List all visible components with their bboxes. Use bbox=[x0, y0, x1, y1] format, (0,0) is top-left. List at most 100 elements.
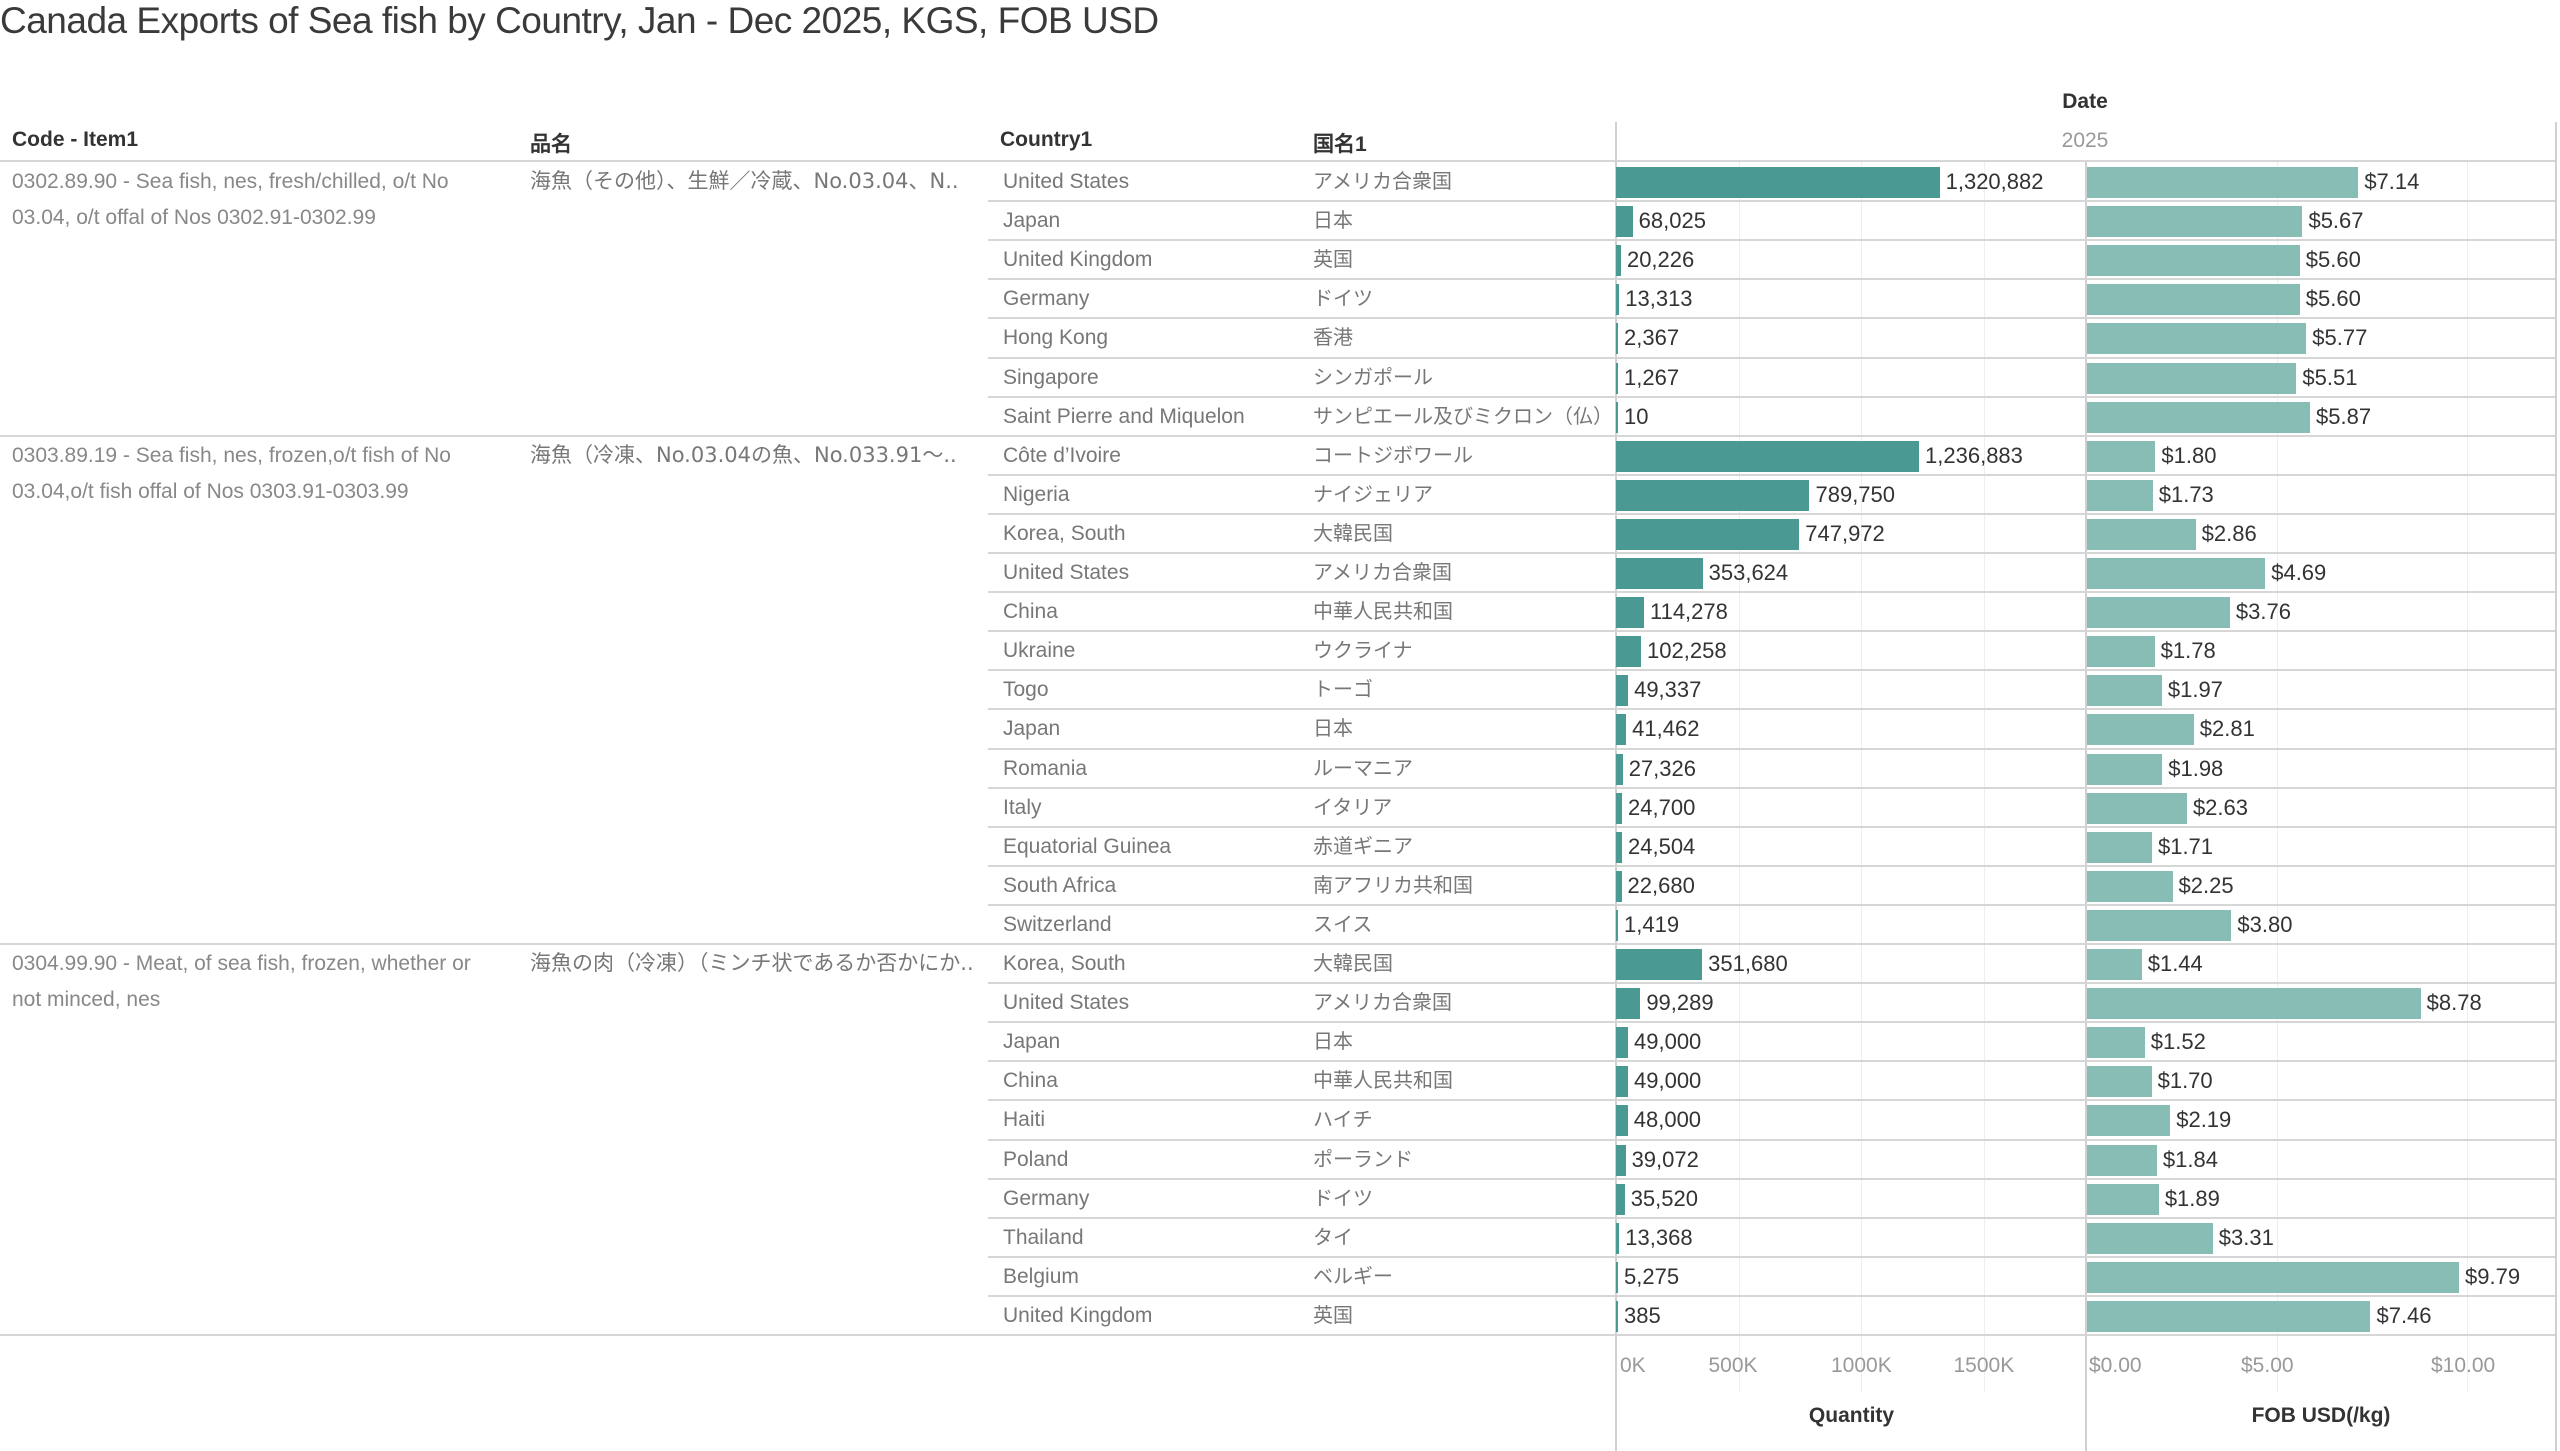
quantity-bar[interactable] bbox=[1616, 831, 1622, 863]
quantity-bar[interactable] bbox=[1616, 558, 1703, 589]
quantity-bar[interactable] bbox=[1616, 988, 1641, 1020]
fob-bar[interactable] bbox=[2087, 401, 2311, 433]
fob-bar[interactable] bbox=[2087, 1300, 2371, 1332]
chart-title: Canada Exports of Sea fish by Country, J… bbox=[0, 0, 1159, 41]
jp-country-column-header[interactable]: 国名1 bbox=[1313, 133, 1367, 156]
fob-bar[interactable] bbox=[2087, 949, 2142, 980]
quantity-bar[interactable] bbox=[1616, 636, 1642, 668]
quantity-bar[interactable] bbox=[1616, 518, 1800, 550]
fob-value-label: $5.87 bbox=[2316, 403, 2372, 429]
country-jp-name: 日本 bbox=[1313, 716, 1353, 741]
quantity-value-label: 49,337 bbox=[1634, 677, 1702, 703]
quantity-bar[interactable] bbox=[1616, 949, 1703, 980]
country-name: Poland bbox=[1003, 1147, 1069, 1171]
fob-bar[interactable] bbox=[2087, 714, 2194, 746]
fob-bar[interactable] bbox=[2087, 1066, 2152, 1098]
fob-bar[interactable] bbox=[2087, 1261, 2460, 1293]
quantity-bar[interactable] bbox=[1616, 1183, 1625, 1215]
fob-bar[interactable] bbox=[2087, 167, 2359, 198]
fob-bar[interactable] bbox=[2087, 753, 2163, 785]
fob-bar[interactable] bbox=[2087, 479, 2153, 511]
fob-bar[interactable] bbox=[2087, 206, 2303, 238]
row-divider bbox=[988, 786, 2555, 789]
quantity-bar[interactable] bbox=[1616, 362, 1618, 394]
quantity-bar[interactable] bbox=[1616, 792, 1623, 824]
jp-item-column-header[interactable]: 品名 bbox=[530, 133, 572, 156]
quantity-bar[interactable] bbox=[1616, 245, 1621, 277]
fob-bar[interactable] bbox=[2087, 909, 2232, 941]
country-name: Korea, South bbox=[1003, 952, 1126, 975]
quantity-bar[interactable] bbox=[1616, 675, 1629, 707]
fob-value-label: $1.71 bbox=[2157, 833, 2214, 859]
country-column-header[interactable]: Country1 bbox=[1000, 128, 1093, 151]
group-divider bbox=[0, 434, 2555, 437]
quantity-bar[interactable] bbox=[1616, 753, 1623, 785]
fob-bar[interactable] bbox=[2087, 831, 2152, 863]
quantity-bar[interactable] bbox=[1616, 323, 1618, 355]
quantity-bar[interactable] bbox=[1616, 401, 1618, 433]
row-divider bbox=[988, 200, 2555, 203]
quantity-bar[interactable] bbox=[1616, 1261, 1618, 1293]
country-jp-name: ハイチ bbox=[1313, 1107, 1373, 1132]
quantity-value-label: 10 bbox=[1624, 403, 1649, 429]
quantity-bar[interactable] bbox=[1616, 1066, 1628, 1098]
country-jp-name: ポーランド bbox=[1313, 1146, 1413, 1171]
fob-bar[interactable] bbox=[2087, 597, 2230, 629]
fob-bar[interactable] bbox=[2087, 1027, 2145, 1059]
fob-bar[interactable] bbox=[2087, 1183, 2159, 1215]
quantity-value-label: 747,972 bbox=[1805, 520, 1885, 546]
country-name: Côte d’Ivoire bbox=[1003, 443, 1121, 467]
fob-value-label: $3.31 bbox=[2218, 1224, 2274, 1250]
fob-bar[interactable] bbox=[2087, 988, 2421, 1020]
quantity-axis-tick-label: 500K bbox=[1708, 1354, 1758, 1377]
row-divider bbox=[988, 317, 2555, 320]
quantity-value-label: 1,419 bbox=[1624, 911, 1680, 937]
fob-value-label: $3.76 bbox=[2235, 599, 2291, 625]
fob-axis-tick-label: $10.00 bbox=[2431, 1354, 2496, 1377]
fob-bar[interactable] bbox=[2087, 675, 2162, 707]
quantity-bar[interactable] bbox=[1616, 440, 1920, 472]
quantity-bar[interactable] bbox=[1616, 206, 1633, 238]
country-name: Nigeria bbox=[1003, 482, 1070, 506]
row-divider bbox=[988, 1138, 2555, 1141]
quantity-value-label: 27,326 bbox=[1628, 755, 1696, 781]
quantity-bar[interactable] bbox=[1616, 1300, 1618, 1332]
fob-bar[interactable] bbox=[2087, 1105, 2171, 1137]
country-jp-name: 英国 bbox=[1313, 1302, 1353, 1327]
quantity-value-label: 385 bbox=[1624, 1302, 1661, 1328]
quantity-bar[interactable] bbox=[1616, 1222, 1620, 1254]
item-jp-name: 海魚（その他）、生鮮／冷蔵、No.03.04、N.. bbox=[530, 169, 959, 193]
fob-bar[interactable] bbox=[2087, 1222, 2213, 1254]
quantity-bar[interactable] bbox=[1616, 1027, 1628, 1059]
quantity-bar[interactable] bbox=[1616, 597, 1644, 629]
fob-bar[interactable] bbox=[2087, 440, 2156, 472]
country-name: Thailand bbox=[1003, 1225, 1084, 1249]
fob-bar[interactable] bbox=[2087, 1144, 2157, 1176]
fob-bar[interactable] bbox=[2087, 870, 2173, 902]
quantity-bar[interactable] bbox=[1616, 1105, 1628, 1137]
row-divider bbox=[988, 512, 2555, 515]
code-item-column-header[interactable]: Code - Item1 bbox=[12, 128, 139, 151]
quantity-bar[interactable] bbox=[1616, 479, 1810, 511]
fob-bar[interactable] bbox=[2087, 636, 2155, 668]
fob-bar[interactable] bbox=[2087, 362, 2297, 394]
quantity-bar[interactable] bbox=[1616, 1144, 1626, 1176]
quantity-value-label: 114,278 bbox=[1649, 599, 1728, 625]
quantity-bar[interactable] bbox=[1616, 167, 1940, 198]
fob-bar[interactable] bbox=[2087, 558, 2266, 589]
fob-bar[interactable] bbox=[2087, 323, 2307, 355]
quantity-bar[interactable] bbox=[1616, 284, 1620, 316]
quantity-bar[interactable] bbox=[1616, 870, 1622, 902]
row-divider bbox=[988, 1255, 2555, 1258]
row-divider bbox=[988, 1060, 2555, 1063]
quantity-bar[interactable] bbox=[1616, 909, 1618, 941]
fob-bar[interactable] bbox=[2087, 245, 2300, 277]
fob-bar[interactable] bbox=[2087, 792, 2187, 824]
quantity-value-label: 24,700 bbox=[1628, 794, 1696, 820]
quantity-bar[interactable] bbox=[1616, 714, 1627, 746]
group-divider bbox=[0, 943, 2555, 945]
fob-value-label: $7.14 bbox=[2364, 169, 2420, 194]
fob-bar[interactable] bbox=[2087, 284, 2300, 316]
country-jp-name: 日本 bbox=[1313, 1029, 1353, 1054]
fob-bar[interactable] bbox=[2087, 518, 2196, 550]
